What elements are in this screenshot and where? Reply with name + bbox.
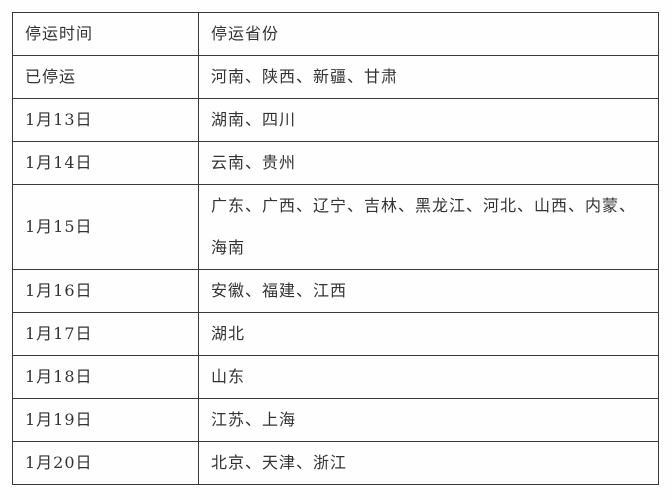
table-header-row: 停运时间 停运省份 (12, 12, 659, 56)
cell-stop-provinces: 广东、广西、辽宁、吉林、黑龙江、河北、山西、内蒙、 海南 (198, 184, 659, 270)
table-row: 1月15日 广东、广西、辽宁、吉林、黑龙江、河北、山西、内蒙、 海南 (12, 184, 659, 270)
table-row: 1月13日 湖南、四川 (12, 98, 659, 142)
cell-stop-time: 1月16日 (12, 269, 199, 313)
table-row: 1月16日 安徽、福建、江西 (12, 269, 659, 313)
table-row: 已停运 河南、陕西、新疆、甘肃 (12, 55, 659, 99)
shipping-suspension-table: 停运时间 停运省份 已停运 河南、陕西、新疆、甘肃 1月13日 湖南、四川 1月14日云… (12, 12, 659, 485)
cell-stop-time: 1月18日 (12, 355, 199, 399)
cell-stop-provinces: 湖南、四川 (198, 98, 659, 142)
cell-stop-time: 1月14日 (12, 141, 199, 185)
cell-stop-time: 1月15日 (12, 184, 199, 270)
table-row: 1月17日 湖北 (12, 312, 659, 356)
header-stop-time: 停运时间 (12, 12, 199, 56)
table-row: 1月20日 北京、天津、浙江 (12, 441, 659, 485)
cell-stop-time: 1月13日 (12, 98, 199, 142)
cell-stop-provinces: 北京、天津、浙江 (198, 441, 659, 485)
table-row: 1月19日 江苏、上海 (12, 398, 659, 442)
cell-stop-time: 已停运 (12, 55, 199, 99)
cell-stop-provinces: 江苏、上海 (198, 398, 659, 442)
cell-stop-provinces: 河南、陕西、新疆、甘肃 (198, 55, 659, 99)
cell-stop-provinces: 云南、贵州 (198, 141, 659, 185)
cell-stop-provinces: 山东 (198, 355, 659, 399)
cell-stop-time: 1月17日 (12, 312, 199, 356)
table-row: 1月14日 云南、贵州 (12, 141, 659, 185)
table-row: 1月18日 山东 (12, 355, 659, 399)
cell-stop-time: 1月20日 (12, 441, 199, 485)
cell-stop-provinces: 湖北 (198, 312, 659, 356)
header-stop-provinces: 停运省份 (198, 12, 659, 56)
cell-stop-provinces: 安徽、福建、江西 (198, 269, 659, 313)
cell-stop-time: 1月19日 (12, 398, 199, 442)
